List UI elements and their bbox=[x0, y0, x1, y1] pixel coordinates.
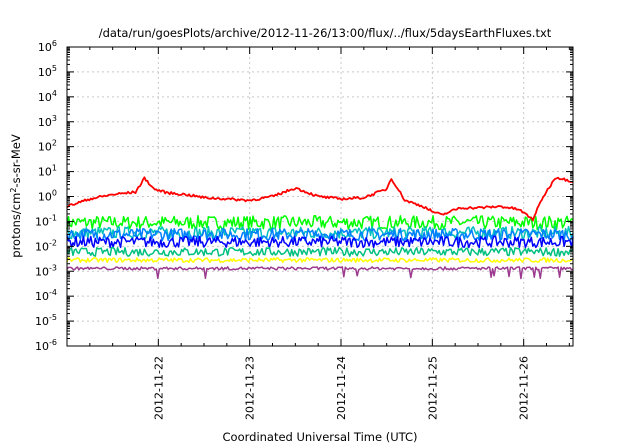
y-tick-label: 10-5 bbox=[35, 313, 57, 328]
y-tick-label: 10-2 bbox=[35, 238, 57, 253]
y-tick-label: 10-4 bbox=[35, 288, 57, 303]
flux-series-line bbox=[66, 215, 574, 231]
flux-series-line bbox=[66, 266, 574, 280]
y-tick-label: 104 bbox=[38, 89, 57, 104]
grid-lines bbox=[67, 47, 573, 346]
y-tick-label: 10-3 bbox=[35, 263, 57, 278]
y-tick-label: 100 bbox=[38, 189, 57, 204]
x-tick-label: 2012-11-22 bbox=[152, 356, 165, 420]
x-axis-title: Coordinated Universal Time (UTC) bbox=[223, 430, 418, 444]
flux-series-line bbox=[66, 176, 574, 222]
y-tick-label: 103 bbox=[38, 114, 57, 129]
chart-title: /data/run/goesPlots/archive/2012-11-26/1… bbox=[99, 26, 552, 40]
y-tick-label: 10-1 bbox=[35, 213, 57, 228]
y-tick-label: 106 bbox=[38, 39, 57, 54]
y-tick-label: 101 bbox=[38, 164, 57, 179]
y-axis-title: protons/cm2-s-sr-MeV bbox=[9, 134, 23, 258]
y-tick-label: 10-6 bbox=[35, 338, 57, 353]
flux-series-line bbox=[66, 246, 574, 257]
x-tick-label: 2012-11-24 bbox=[335, 356, 348, 420]
flux-series-line bbox=[66, 257, 574, 264]
y-tick-label: 105 bbox=[38, 64, 57, 79]
x-tick-label: 2012-11-23 bbox=[244, 356, 257, 420]
flux-series-line bbox=[66, 235, 574, 249]
x-tick-label: 2012-11-25 bbox=[426, 356, 439, 420]
y-tick-labels: 106 105 104 103 102 101 100 10-1 10-2 10-3 10-4 10-… bbox=[35, 39, 57, 353]
x-tick-label: 2012-11-26 bbox=[518, 356, 531, 420]
y-tick-label: 102 bbox=[38, 139, 57, 154]
axis-ticks bbox=[67, 46, 573, 347]
x-tick-labels: 2012-11-22 2012-11-23 2012-11-24 2012-11-25… bbox=[152, 356, 530, 420]
data-series bbox=[66, 176, 574, 280]
